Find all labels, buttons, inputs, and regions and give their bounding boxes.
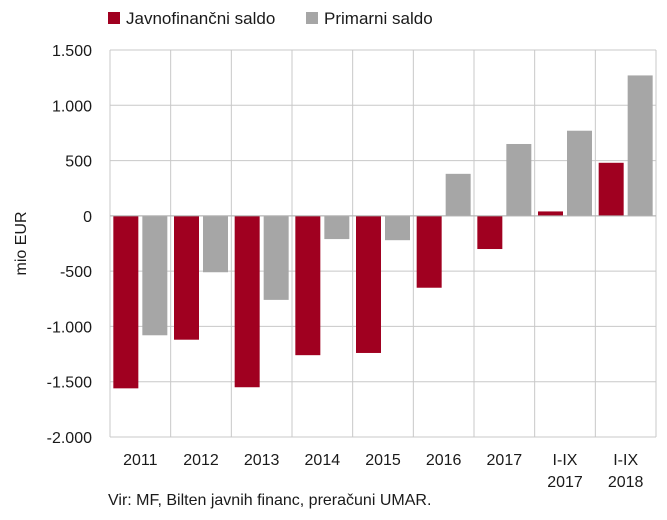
y-tick-label: -1.500 bbox=[47, 375, 92, 392]
y-tick-label: -2.000 bbox=[47, 430, 92, 447]
bar-primarni-saldo bbox=[445, 173, 471, 216]
bar-javnofinancni-saldo bbox=[356, 215, 381, 353]
bar-primarni-saldo bbox=[324, 215, 350, 240]
bar-primarni-saldo bbox=[385, 215, 410, 241]
x-tick-label: 2011 bbox=[123, 452, 158, 469]
bar-primarni-saldo bbox=[506, 143, 532, 216]
x-tick-label: I-IX bbox=[553, 452, 578, 469]
x-tick-label: 2012 bbox=[183, 452, 219, 469]
bar-javnofinancni-saldo bbox=[295, 215, 321, 356]
y-tick-label: -1.000 bbox=[47, 319, 92, 336]
bar-primarni-saldo bbox=[142, 215, 168, 336]
y-axis-title: mio EUR bbox=[13, 211, 30, 275]
x-tick-label: 2016 bbox=[426, 452, 462, 469]
source-note: Vir: MF, Bilten javnih financ, preračuni… bbox=[108, 492, 432, 509]
y-tick-label: -500 bbox=[60, 264, 92, 281]
bar-primarni-saldo bbox=[263, 215, 289, 300]
bar-primarni-saldo bbox=[627, 75, 653, 216]
x-tick-label: 2013 bbox=[244, 452, 280, 469]
x-tick-label: 2014 bbox=[305, 452, 341, 469]
x-tick-label: 2015 bbox=[365, 452, 401, 469]
bar-javnofinancni-saldo bbox=[234, 215, 260, 388]
x-tick-label: 2018 bbox=[608, 474, 644, 491]
legend-label: Primarni saldo bbox=[324, 9, 433, 28]
y-tick-label: 0 bbox=[83, 209, 92, 226]
bar-javnofinancni-saldo bbox=[538, 211, 563, 216]
bar-javnofinancni-saldo bbox=[416, 215, 442, 288]
y-tick-label: 500 bbox=[65, 154, 92, 171]
bar-primarni-saldo bbox=[567, 130, 592, 216]
x-tick-label: 2017 bbox=[547, 474, 583, 491]
bar-javnofinancni-saldo bbox=[113, 215, 139, 389]
x-tick-label: I-IX bbox=[613, 452, 638, 469]
bar-javnofinancni-saldo bbox=[598, 162, 624, 216]
x-tick-label: 2017 bbox=[487, 452, 523, 469]
bar-javnofinancni-saldo bbox=[477, 215, 503, 250]
y-tick-label: 1.500 bbox=[52, 43, 92, 60]
y-tick-label: 1.000 bbox=[52, 98, 92, 115]
bar-primarni-saldo bbox=[203, 215, 228, 273]
legend-swatch bbox=[108, 12, 120, 24]
legend-label: Javnofinančni saldo bbox=[126, 9, 275, 28]
legend-swatch bbox=[306, 12, 318, 24]
bar-javnofinancni-saldo bbox=[174, 215, 199, 340]
